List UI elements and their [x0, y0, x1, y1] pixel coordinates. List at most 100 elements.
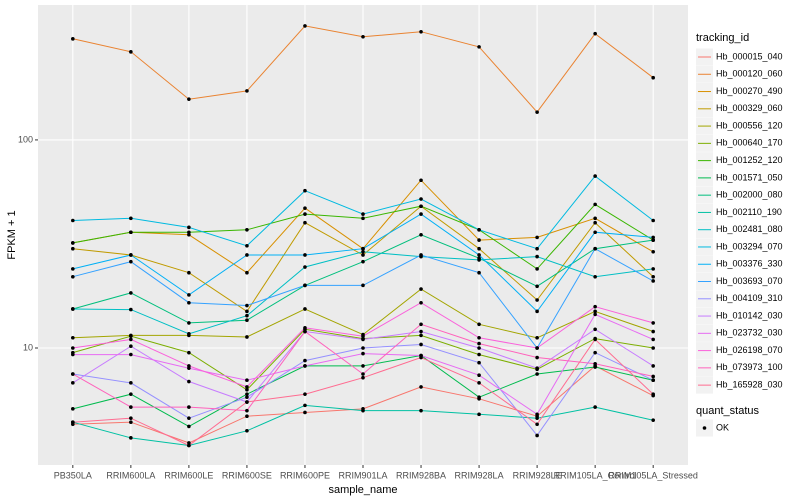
point [419, 329, 423, 334]
point [419, 300, 423, 305]
point [535, 346, 539, 350]
legend-label: Hb_000015_040 [716, 51, 783, 61]
point [303, 220, 307, 225]
point [245, 313, 249, 318]
point [593, 309, 597, 314]
point [593, 274, 597, 279]
point [477, 346, 481, 350]
point [651, 279, 655, 283]
point [651, 364, 655, 368]
point [245, 253, 249, 257]
x-tick-label: RRIM928LA [455, 470, 504, 480]
legend-label: Hb_000640_170 [716, 138, 783, 148]
point [535, 412, 539, 417]
point [535, 246, 539, 251]
point [651, 274, 655, 279]
point [361, 253, 365, 257]
point [245, 318, 249, 323]
point [419, 322, 423, 327]
point [303, 410, 307, 415]
x-tick-label: RRIM600SE [222, 470, 272, 480]
point [71, 372, 75, 376]
point [477, 227, 481, 232]
point [245, 309, 249, 314]
point [245, 400, 249, 404]
point [477, 246, 481, 251]
legend-label: Hb_026198_070 [716, 345, 783, 355]
point [535, 309, 539, 314]
point [245, 335, 249, 339]
point [361, 346, 365, 350]
point [245, 392, 249, 396]
point [651, 75, 655, 80]
point [361, 334, 365, 338]
points [71, 24, 655, 448]
x-tick-label: RRIM105LA_Stressed [608, 470, 698, 480]
point [477, 270, 481, 275]
point [593, 327, 597, 332]
point [477, 360, 481, 365]
y-tick-label: 100 [18, 134, 33, 144]
point [651, 418, 655, 422]
point [651, 235, 655, 240]
point [361, 364, 365, 368]
point [245, 395, 249, 400]
legend-title: tracking_id [696, 32, 749, 44]
legend-label: Hb_002481_080 [716, 224, 783, 234]
point [245, 385, 249, 389]
point [361, 249, 365, 254]
point [303, 253, 307, 257]
point [187, 443, 191, 448]
point [477, 253, 481, 257]
point [593, 202, 597, 207]
y-tick-label: 10 [23, 342, 33, 352]
legend-label: Hb_073973_100 [716, 362, 783, 372]
point [477, 412, 481, 417]
point [129, 259, 133, 264]
point [303, 265, 307, 269]
point [129, 436, 133, 440]
point [71, 420, 75, 424]
point [129, 381, 133, 385]
x-tick-label: PB350LA [54, 470, 92, 480]
x-tick-label: RRIM600LE [164, 470, 213, 480]
point [535, 110, 539, 114]
point [593, 174, 597, 178]
point [419, 178, 423, 183]
point [535, 235, 539, 240]
point [361, 259, 365, 264]
point [187, 416, 191, 420]
point [419, 212, 423, 216]
x-tick-label: RRIM928BA [396, 470, 446, 480]
legend-label: Hb_000556_120 [716, 120, 783, 130]
point [535, 433, 539, 438]
point [129, 307, 133, 312]
point [477, 352, 481, 357]
legend-label: Hb_001571_050 [716, 172, 783, 182]
point [245, 408, 249, 413]
point [651, 346, 655, 350]
point [477, 258, 481, 262]
point [303, 326, 307, 330]
point [129, 420, 133, 424]
point [245, 303, 249, 308]
point [71, 352, 75, 357]
legend-point [702, 426, 707, 430]
point [651, 267, 655, 271]
x-tick-label: RRIM600LA [106, 470, 155, 480]
point [303, 212, 307, 216]
point [535, 366, 539, 370]
legend-label: Hb_004109_310 [716, 293, 783, 303]
point [651, 238, 655, 242]
legend-label: Hb_001252_120 [716, 155, 783, 165]
point [419, 287, 423, 291]
legend-label: Hb_002000_080 [716, 190, 783, 200]
grid: 10 100 PB350LA RRIM600LA RRIM600LE RRIM600SE R… [18, 5, 698, 480]
point [245, 270, 249, 275]
point [477, 45, 481, 49]
point [361, 408, 365, 413]
point [593, 361, 597, 366]
point [187, 405, 191, 409]
point [593, 220, 597, 225]
point [477, 335, 481, 340]
